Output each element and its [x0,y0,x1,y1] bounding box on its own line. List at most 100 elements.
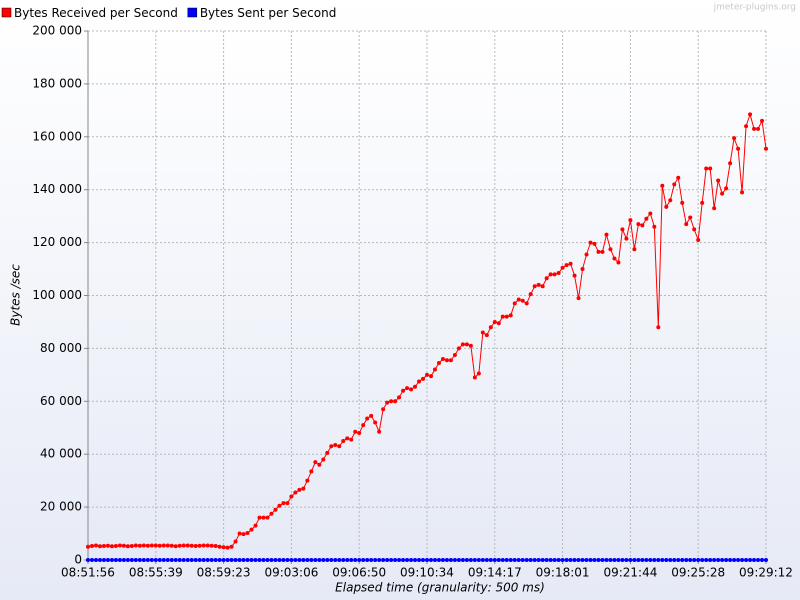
data-point [261,558,266,562]
data-point [105,543,110,548]
data-point [313,460,318,465]
data-point [197,558,202,562]
data-point [345,558,350,562]
data-point [397,558,402,562]
data-point [293,558,298,562]
data-point [604,232,609,237]
data-point [536,558,541,562]
data-point [213,558,218,562]
data-point [237,531,242,536]
y-tick-label: 180 000 [32,76,82,90]
data-point [141,558,146,562]
data-point [325,558,330,562]
x-tick-label: 08:59:23 [197,566,251,580]
data-point [500,314,505,319]
data-point [540,284,545,289]
data-point [205,558,210,562]
y-tick-label: 40 000 [40,447,82,461]
data-point [568,261,573,266]
data-point [125,558,130,562]
data-point [185,558,190,562]
data-point [305,558,310,562]
data-point [213,543,218,548]
data-point [604,558,609,562]
data-point [317,462,322,467]
data-point [321,558,326,562]
data-point [436,558,441,562]
data-point [393,399,398,404]
data-point [700,200,705,205]
x-tick-label: 09:21:44 [603,566,657,580]
data-point [704,166,709,171]
data-point [361,423,366,428]
data-point [109,544,114,549]
data-point [564,263,569,268]
data-point [241,558,246,562]
data-point [612,256,617,261]
data-point [676,558,681,562]
y-tick-label: 200 000 [32,24,82,38]
data-point [516,558,521,562]
data-point [524,558,529,562]
data-point [528,558,533,562]
data-point [608,247,613,252]
data-point [341,438,346,443]
data-point [181,558,186,562]
data-point [664,204,669,209]
data-point [86,558,90,562]
data-point [273,507,278,512]
x-tick-label: 09:06:50 [332,566,386,580]
data-point [512,558,517,562]
data-point [161,543,166,548]
data-point [724,558,729,562]
data-point [468,558,473,562]
data-point [193,543,198,548]
data-point [149,543,154,548]
data-point [281,501,286,506]
data-point [217,558,222,562]
data-point [552,272,557,277]
data-point [668,558,673,562]
data-point [748,558,753,562]
data-point [377,558,382,562]
data-point [640,558,645,562]
data-point [556,271,561,276]
data-point [544,276,549,281]
data-point [305,478,310,483]
data-point [652,558,657,562]
data-point [177,558,182,562]
data-point [137,543,142,548]
data-point [153,543,158,548]
data-point [413,558,418,562]
data-point [197,543,202,548]
data-point [117,558,122,562]
data-point [101,543,106,548]
data-point [393,558,398,562]
data-point [257,558,262,562]
data-point [476,558,481,562]
data-point [129,558,134,562]
data-point [157,558,162,562]
data-point [764,558,768,562]
data-point [456,346,461,351]
data-point [86,544,90,549]
data-point [500,558,505,562]
data-point [349,437,354,442]
data-point [249,527,254,532]
data-point [432,367,437,372]
data-point [161,558,166,562]
data-point [165,543,170,548]
data-point [716,558,721,562]
data-point [452,558,457,562]
data-point [548,558,553,562]
data-point [333,558,338,562]
data-point [125,544,130,549]
data-point [373,558,378,562]
data-point [333,442,338,447]
data-point [568,558,573,562]
data-point [341,558,346,562]
x-tick-label: 09:03:06 [264,566,318,580]
data-point [173,558,178,562]
data-point [193,558,198,562]
data-point [656,558,661,562]
